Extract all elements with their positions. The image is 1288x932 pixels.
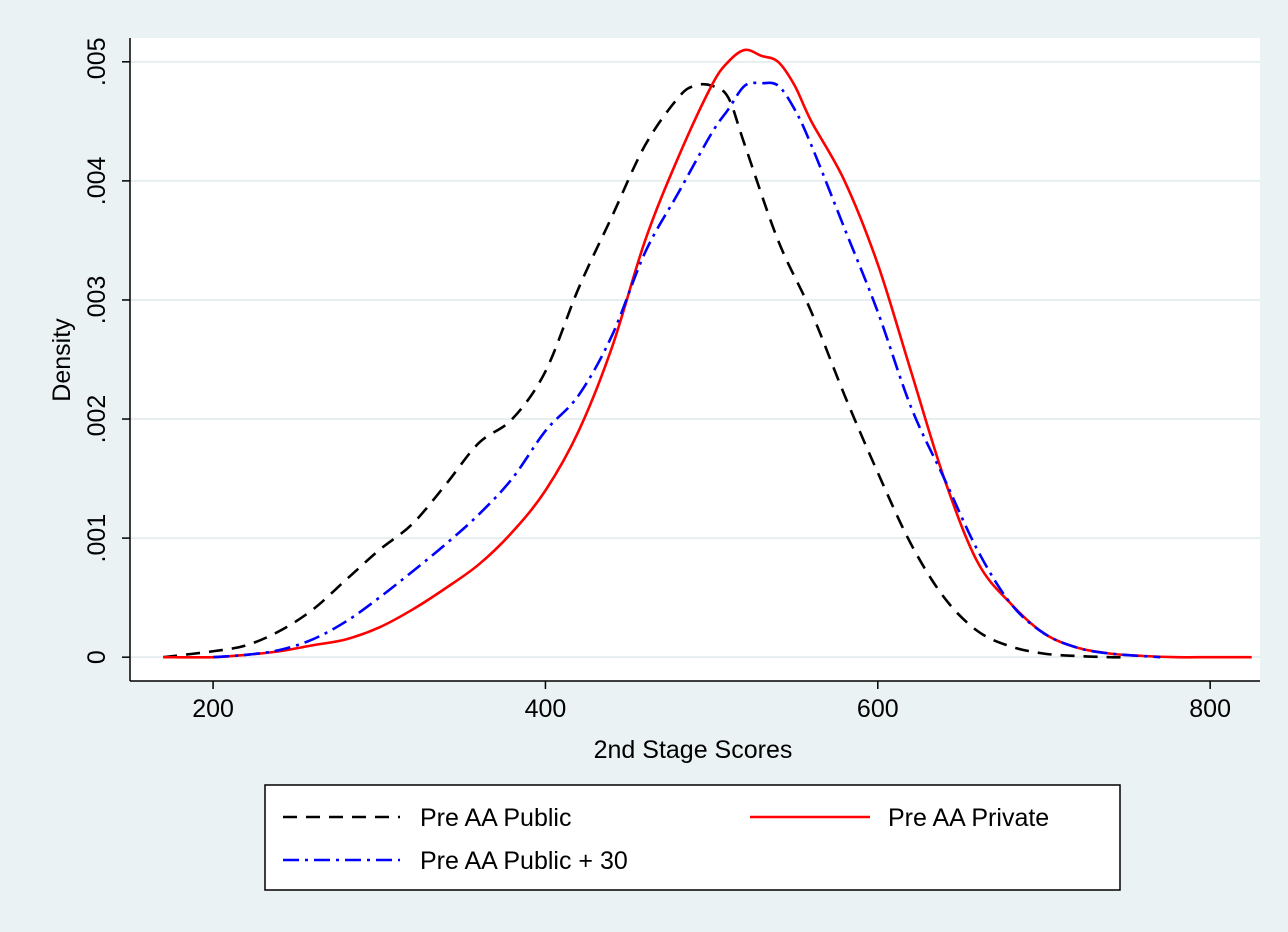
y-tick-label: 0 [83,650,111,664]
plot-background [130,38,1260,681]
y-tick-label: .001 [83,514,111,563]
x-tick-label: 200 [192,695,234,723]
y-tick-label: .004 [83,156,111,205]
series-line-public-plus-30 [212,81,1161,659]
y-tick-label: .002 [83,395,111,444]
x-tick-label: 600 [857,695,899,723]
y-axis-title: Density [48,318,76,402]
legend-label-public: Pre AA Public [420,804,571,832]
axes: 0 .001 .002 .003 .004 .005 200 400 600 800 [83,37,1260,723]
series-line-public [163,82,1128,659]
series-layer [163,48,1252,659]
x-tick-label: 800 [1189,695,1231,723]
legend-label-public-plus-30: Pre AA Public + 30 [420,847,628,875]
y-tick-label: .003 [83,276,111,325]
grid-lines [130,60,1260,659]
y-tick-label: .005 [83,37,111,86]
legend-label-private: Pre AA Private [888,804,1049,832]
legend-box [264,784,1121,891]
x-axis-title: 2nd Stage Scores [594,736,793,764]
legend: Pre AA Public Pre AA Private Pre AA Publ… [264,784,1121,891]
x-tick-label: 400 [525,695,567,723]
